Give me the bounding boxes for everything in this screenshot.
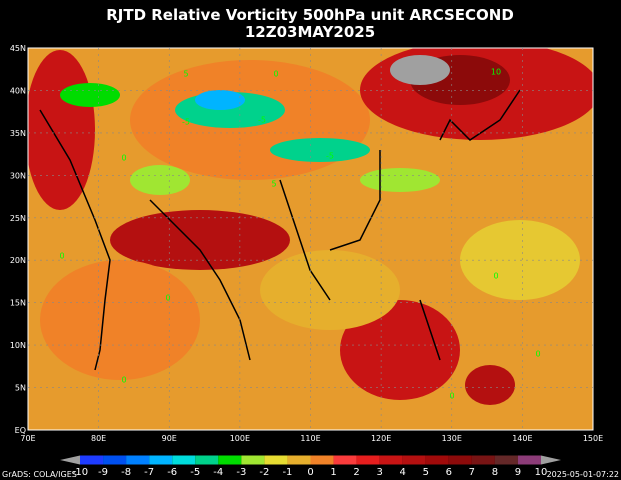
colorbar-box bbox=[471, 455, 495, 465]
colorbar-box bbox=[356, 455, 380, 465]
colorbar-arrow bbox=[541, 455, 561, 465]
contour-label: 0 bbox=[493, 272, 498, 281]
colorbar-label: 6 bbox=[446, 467, 452, 478]
lat-label: EQ bbox=[15, 426, 26, 435]
colorbar-label: -10 bbox=[72, 467, 88, 478]
colorbar-box bbox=[287, 455, 311, 465]
colorbar-box bbox=[379, 455, 403, 465]
lon-label: 90E bbox=[162, 434, 177, 443]
lon-label: 80E bbox=[91, 434, 106, 443]
colorbar-label: -8 bbox=[121, 467, 131, 478]
lon-label: 140E bbox=[512, 434, 532, 443]
lat-label: 45N bbox=[10, 44, 26, 53]
colorbar-box bbox=[494, 455, 518, 465]
lon-label: 100E bbox=[230, 434, 250, 443]
colorbar-label: -6 bbox=[167, 467, 177, 478]
contour-label: -5 bbox=[182, 118, 190, 127]
colorbar-label: 10 bbox=[535, 467, 548, 478]
title-line2: 12Z03MAY2025 bbox=[245, 23, 375, 41]
colorbar-box bbox=[241, 455, 265, 465]
colorbar-label: -1 bbox=[282, 467, 292, 478]
lon-label: 130E bbox=[442, 434, 462, 443]
colorbar-box bbox=[333, 455, 357, 465]
lat-label: 30N bbox=[10, 171, 26, 180]
colorbar-label: 0 bbox=[307, 467, 313, 478]
lat-label: 20N bbox=[10, 256, 26, 265]
colorbar-box bbox=[425, 455, 449, 465]
colorbar-label: -4 bbox=[213, 467, 223, 478]
contour-label: 0 bbox=[273, 70, 278, 79]
contour-label: -5 bbox=[258, 116, 266, 125]
colorbar: -10 -9 -8 -7 -6 -5 -4 -3 -2 -1 0 1 2 3 4 5 6 7 8 9 10 bbox=[60, 455, 561, 478]
lat-label: 25N bbox=[10, 214, 26, 223]
colorbar-label: -7 bbox=[144, 467, 154, 478]
contour-label: 5 bbox=[271, 180, 276, 189]
colorbar-label: -5 bbox=[190, 467, 200, 478]
colorbar-arrow bbox=[60, 455, 80, 465]
footer-right: 2025-05-01-07:22 bbox=[547, 470, 619, 479]
colorbar-label: 5 bbox=[423, 467, 429, 478]
colorbar-label: -9 bbox=[98, 467, 108, 478]
colorbar-label: 2 bbox=[353, 467, 359, 478]
colorbar-box bbox=[218, 455, 242, 465]
lat-label: 15N bbox=[10, 299, 26, 308]
contour-label: 10 bbox=[491, 68, 501, 77]
contour-label: 0 bbox=[165, 294, 170, 303]
colorbar-label: 1 bbox=[330, 467, 336, 478]
lat-label: 40N bbox=[10, 86, 26, 95]
lat-label: 5N bbox=[15, 384, 26, 393]
map-field bbox=[27, 47, 594, 431]
colorbar-box bbox=[103, 455, 127, 465]
colorbar-label: -2 bbox=[259, 467, 269, 478]
contour-label: 0 bbox=[121, 154, 126, 163]
colorbar-box bbox=[264, 455, 288, 465]
lon-label: 120E bbox=[371, 434, 391, 443]
lat-label: 35N bbox=[10, 129, 26, 138]
colorbar-label: 8 bbox=[492, 467, 498, 478]
title-line1: RJTD Relative Vorticity 500hPa unit ARCS… bbox=[106, 6, 514, 24]
lat-label: 10N bbox=[10, 341, 26, 350]
colorbar-box bbox=[149, 455, 173, 465]
colorbar-label: 3 bbox=[376, 467, 382, 478]
footer-left: GrADS: COLA/IGES bbox=[2, 470, 77, 479]
colorbar-box bbox=[80, 455, 104, 465]
colorbar-box bbox=[195, 455, 219, 465]
contour-label: 5 bbox=[183, 70, 188, 79]
lon-label: 110E bbox=[300, 434, 320, 443]
contour-label: 0 bbox=[535, 350, 540, 359]
contour-label: 0 bbox=[59, 252, 64, 261]
colorbar-box bbox=[402, 455, 426, 465]
colorbar-box bbox=[172, 455, 196, 465]
lon-label: 150E bbox=[583, 434, 603, 443]
contour-label: -5 bbox=[326, 152, 334, 161]
colorbar-box bbox=[126, 455, 150, 465]
colorbar-label: 7 bbox=[469, 467, 475, 478]
colorbar-label: -3 bbox=[236, 467, 246, 478]
colorbar-box bbox=[310, 455, 334, 465]
colorbar-label: 4 bbox=[400, 467, 406, 478]
colorbar-box bbox=[517, 455, 541, 465]
colorbar-box bbox=[448, 455, 472, 465]
colorbar-label: 9 bbox=[515, 467, 521, 478]
lon-label: 70E bbox=[20, 434, 35, 443]
contour-label: 0 bbox=[121, 376, 126, 385]
